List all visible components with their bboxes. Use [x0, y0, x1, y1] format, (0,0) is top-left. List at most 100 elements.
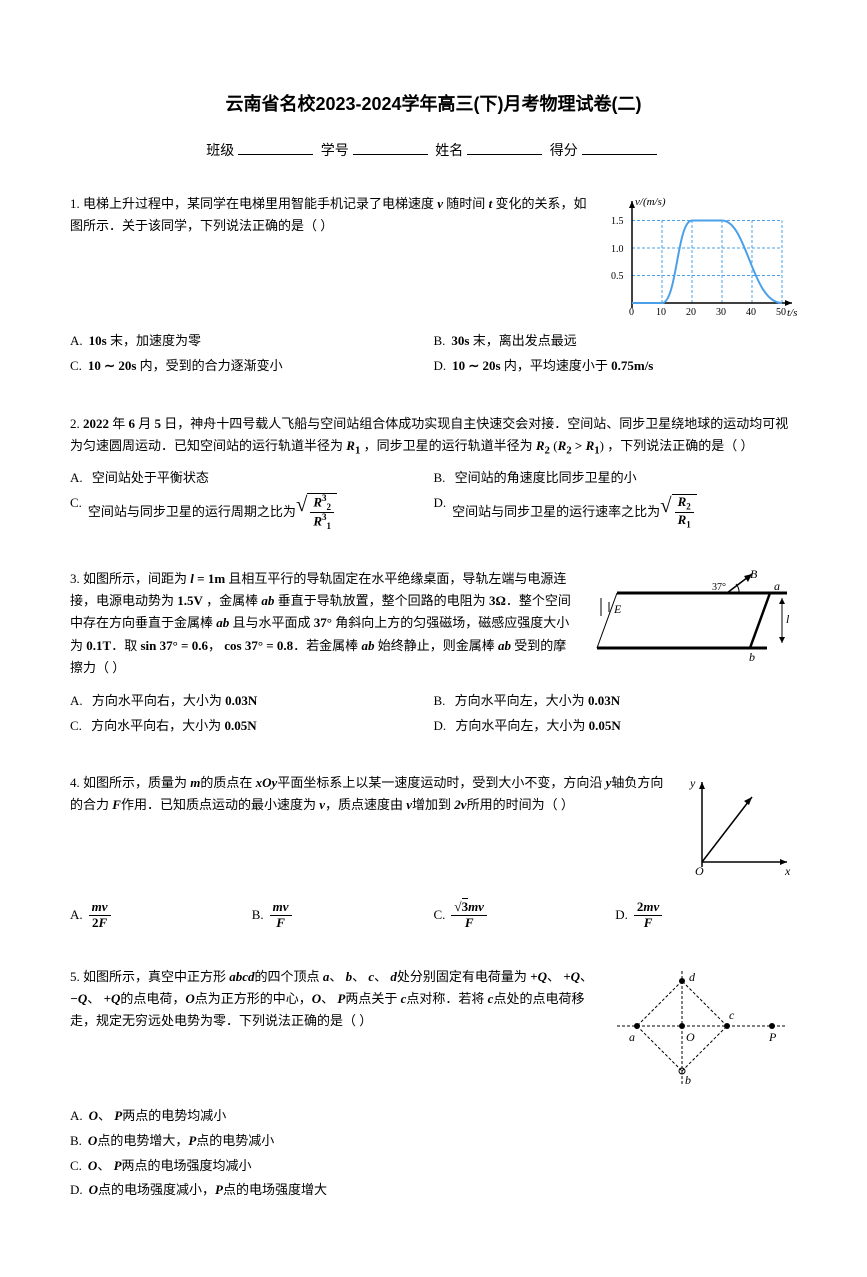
q5AO: O — [89, 1108, 98, 1123]
q2-r2b: R — [558, 438, 567, 453]
q2-g: ，同步卫星的运行轨道半径为 — [360, 438, 536, 453]
q1-optD-a: 10 ∼ 20s — [452, 358, 500, 373]
q4h: 所用的时间为（ ） — [467, 797, 574, 812]
q2cNR: R — [313, 494, 322, 509]
q2-optC-l: C. — [70, 493, 82, 514]
q1-optB-label: B. — [434, 333, 446, 348]
q3c: ，金属棒 — [203, 593, 262, 608]
q4-fig-O: O — [695, 864, 704, 878]
q4An: mv — [89, 900, 111, 915]
q5pq3: +Q — [104, 991, 121, 1006]
q1-optC: C.10 ∼ 20s 内，受到的合力逐渐变小 — [70, 356, 434, 377]
q5-text: 5. 如图所示，真空中正方形 abcd的四个顶点 a、 b、 c、 d处分别固定… — [70, 966, 597, 1032]
q3-optB: B. 方向水平向左，大小为 0.03N — [434, 691, 798, 712]
q5-optB: B.O点的电势增大，P点的电势减小 — [70, 1131, 797, 1152]
q5At: 两点的电势均减小 — [122, 1108, 226, 1123]
q2-optB-t: 空间站的角速度比同步卫星的小 — [451, 470, 636, 485]
q2dNSb: 2 — [686, 502, 691, 512]
q1-ylabel: v/(m/s) — [635, 196, 666, 208]
q4-optB: B. mvF — [252, 900, 434, 930]
q5c3: 、 — [374, 969, 390, 984]
q5Bl: B. — [70, 1133, 82, 1148]
q5tf: 两点关于 — [345, 991, 400, 1006]
question-5: 5. 如图所示，真空中正方形 abcd的四个顶点 a、 b、 c、 d处分别固定… — [70, 966, 797, 1205]
q3eq: = — [194, 571, 208, 586]
q4Adb: F — [99, 915, 108, 930]
q4xoy: xOy — [256, 775, 278, 790]
q3Da: 方向水平向左，大小为 — [452, 718, 589, 733]
q3-fig-E: E — [613, 602, 622, 616]
q1-optD-b: 内，平均速度小于 — [501, 358, 612, 373]
q2-h: ( — [550, 438, 558, 453]
q5cc3: 、 — [87, 991, 103, 1006]
score-label: 得分 — [550, 144, 578, 159]
q1-optB-b: 末，离出发点最远 — [469, 333, 576, 348]
q2-optA-l: A. — [70, 470, 83, 485]
q5-fig-a: a — [629, 1030, 635, 1044]
q5CP: P — [114, 1158, 122, 1173]
q2-number: 2. — [70, 416, 80, 431]
q5Cl: C. — [70, 1158, 82, 1173]
class-label: 班级 — [206, 144, 234, 159]
q2-optD-l: D. — [434, 493, 447, 514]
q1-number: 1. — [70, 196, 80, 211]
q5abcd: abcd — [229, 969, 254, 984]
q5Cc: 、 — [97, 1158, 113, 1173]
q5-fig-O: O — [686, 1030, 695, 1044]
score-blank — [582, 154, 657, 155]
q2-optB-l: B. — [434, 470, 446, 485]
q4-optA: A. mv2F — [70, 900, 252, 930]
q1-txt-b: 随时间 — [443, 196, 489, 211]
q5cc2: 、 — [580, 969, 593, 984]
q3Cb: 0.05N — [224, 718, 256, 733]
q3ang: 37° — [314, 615, 332, 630]
q3-optC: C. 方向水平向右，大小为 0.05N — [70, 716, 434, 737]
q2cDSb: 1 — [327, 521, 332, 531]
q1-optC-label: C. — [70, 358, 82, 373]
q5tb: 的四个顶点 — [255, 969, 323, 984]
q2dDSb: 1 — [686, 520, 691, 530]
q2-gt: > — [572, 438, 586, 453]
q3ab3: ab — [361, 638, 374, 653]
q3sin: sin 37° = 0.6 — [140, 638, 208, 653]
q3Ba: 方向水平向左，大小为 — [451, 693, 588, 708]
q5td: 的点电荷， — [120, 991, 185, 1006]
q2-r2: R — [536, 438, 545, 453]
q2-a: 2022 — [83, 416, 109, 431]
q5-fig-c: c — [729, 1008, 735, 1022]
q3-text: 3. 如图所示，间距为 l = 1m 且相互平行的导轨固定在水平绝缘桌面，导轨左… — [70, 568, 577, 678]
q1-xt5: 50 — [776, 307, 786, 318]
q3cos: cos 37° = 0.8 — [224, 638, 293, 653]
q1-txt-a: 电梯上升过程中，某同学在电梯里用智能手机记录了电梯速度 — [80, 196, 438, 211]
q3-number: 3. — [70, 571, 80, 586]
q5Db: 点的电场强度增大 — [223, 1182, 327, 1197]
q3R: 3Ω — [489, 593, 506, 608]
q1-yt1: 1.0 — [611, 244, 624, 255]
q2-i: ) ，下列说法正确的是（ ） — [600, 438, 754, 453]
q3ab2: ab — [216, 615, 229, 630]
q5-figure: d a b c O P — [607, 966, 797, 1096]
q3-figure: E B 37° a b l — [587, 568, 797, 678]
q5nq: −Q — [70, 991, 87, 1006]
q5Da: 点的电场强度减小， — [98, 1182, 215, 1197]
q3-fig-ang: 37° — [712, 582, 726, 593]
q1-text: 1. 电梯上升过程中，某同学在电梯里用智能手机记录了电梯速度 v 随时间 t 变… — [70, 193, 587, 237]
q5pq1: +Q — [530, 969, 547, 984]
q3-fig-B: B — [750, 568, 758, 581]
q5Ba: 点的电势增大， — [97, 1133, 188, 1148]
q3Aa: 方向水平向右，大小为 — [89, 693, 226, 708]
q3-optA: A. 方向水平向右，大小为 0.03N — [70, 691, 434, 712]
q1-xt2: 20 — [686, 307, 696, 318]
q3Bl: B. — [434, 693, 446, 708]
q1-optC-b: 内，受到的合力逐渐变小 — [136, 358, 282, 373]
q5cc1: 、 — [547, 969, 563, 984]
q5ta: 如图所示，真空中正方形 — [80, 969, 230, 984]
q3emf: 1.5V — [177, 593, 203, 608]
q5c1: 、 — [329, 969, 345, 984]
q4-fig-y: y — [689, 776, 696, 790]
q1-optA-a: 10s — [89, 333, 107, 348]
q3i: ．若金属棒 — [293, 638, 361, 653]
q3Ab: 0.03N — [225, 693, 257, 708]
q4Cn: mv — [468, 899, 484, 914]
q5-fig-b: b — [685, 1073, 691, 1087]
